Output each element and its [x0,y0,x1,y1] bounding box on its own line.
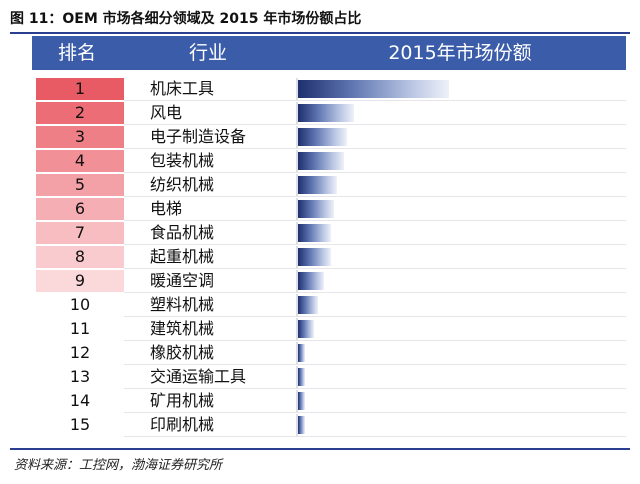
rank-cell: 5 [36,174,124,196]
figure-title: 图 11：OEM 市场各细分领域及 2015 年市场份额占比 [10,11,362,27]
share-bar [298,224,331,242]
rank-cell: 2 [36,102,124,124]
rank-cell: 15 [36,414,124,436]
share-bar [298,344,305,362]
industry-label: 电梯 [124,198,296,220]
share-cell [296,198,626,220]
ranking-table: 1 机床工具 2 风电 3 电子制造设备 4 包装机械 5 纺织机械 6 电梯 7 食品机械 8 起重机械 9 暖… [36,77,626,437]
share-cell [296,414,626,436]
table-row: 4 包装机械 [36,149,626,173]
row-divider [124,220,626,221]
row-divider [124,292,626,293]
share-cell [296,102,626,124]
table-row: 13 交通运输工具 [36,365,626,389]
rank-cell: 10 [36,294,124,316]
industry-label: 橡胶机械 [124,342,296,364]
share-bar [298,320,314,338]
share-bar [298,128,347,146]
table-row: 15 印刷机械 [36,413,626,437]
share-cell [296,294,626,316]
table-row: 9 暖通空调 [36,269,626,293]
rank-cell: 3 [36,126,124,148]
row-divider [124,196,626,197]
rank-cell: 4 [36,150,124,172]
row-divider [124,388,626,389]
table-row: 7 食品机械 [36,221,626,245]
share-cell [296,390,626,412]
row-divider [124,364,626,365]
share-cell [296,150,626,172]
rank-cell: 7 [36,222,124,244]
share-bar [298,416,305,434]
table-row: 12 橡胶机械 [36,341,626,365]
table-row: 10 塑料机械 [36,293,626,317]
share-bar [298,152,344,170]
share-cell [296,78,626,100]
row-divider [124,148,626,149]
table-row: 11 建筑机械 [36,317,626,341]
table-row: 6 电梯 [36,197,626,221]
row-divider [124,100,626,101]
table-row: 3 电子制造设备 [36,125,626,149]
share-cell [296,270,626,292]
top-rule [10,32,630,34]
industry-label: 建筑机械 [124,318,296,340]
industry-label: 纺织机械 [124,174,296,196]
industry-label: 包装机械 [124,150,296,172]
share-bar [298,176,337,194]
header-industry: 行业 [188,42,227,64]
industry-label: 交通运输工具 [124,366,296,388]
industry-label: 塑料机械 [124,294,296,316]
industry-label: 电子制造设备 [124,126,296,148]
industry-label: 印刷机械 [124,414,296,436]
share-cell [296,174,626,196]
rank-cell: 1 [36,78,124,100]
header-share: 2015年市场份额 [388,42,532,64]
row-divider [124,412,626,413]
share-cell [296,222,626,244]
share-bar [298,368,305,386]
industry-label: 矿用机械 [124,390,296,412]
share-bar [298,80,449,98]
share-cell [296,318,626,340]
industry-label: 起重机械 [124,246,296,268]
table-row: 8 起重机械 [36,245,626,269]
table-header: 排名 行业 2015年市场份额 [32,36,626,70]
share-bar [298,296,318,314]
rank-cell: 13 [36,366,124,388]
row-divider [124,244,626,245]
industry-label: 风电 [124,102,296,124]
industry-label: 机床工具 [124,78,296,100]
share-cell [296,246,626,268]
rank-cell: 6 [36,198,124,220]
share-bar [298,392,305,410]
rank-cell: 8 [36,246,124,268]
table-row: 5 纺织机械 [36,173,626,197]
table-row: 1 机床工具 [36,77,626,101]
industry-label: 暖通空调 [124,270,296,292]
share-bar [298,104,354,122]
rank-cell: 14 [36,390,124,412]
industry-label: 食品机械 [124,222,296,244]
share-bar [298,248,331,266]
row-divider [124,316,626,317]
rank-cell: 11 [36,318,124,340]
bottom-rule [10,448,630,450]
rank-cell: 9 [36,270,124,292]
table-row: 14 矿用机械 [36,389,626,413]
table-row: 2 风电 [36,101,626,125]
share-cell [296,342,626,364]
row-divider [124,340,626,341]
rank-cell: 12 [36,342,124,364]
row-divider [124,268,626,269]
share-cell [296,366,626,388]
row-divider [124,436,626,437]
source-note: 资料来源：工控网，渤海证券研究所 [14,458,223,473]
share-bar [298,272,324,290]
row-divider [124,172,626,173]
share-bar [298,200,334,218]
header-rank: 排名 [57,42,96,64]
share-cell [296,126,626,148]
row-divider [124,124,626,125]
